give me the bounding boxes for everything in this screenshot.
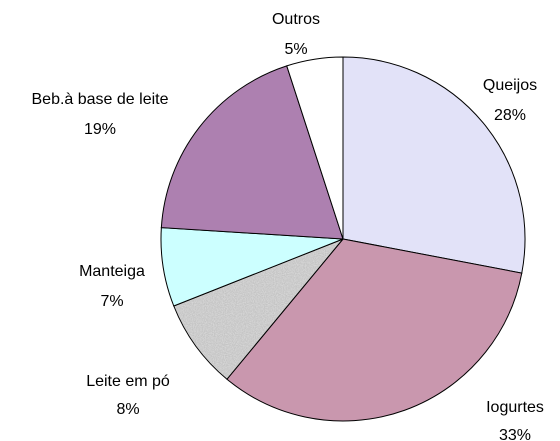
slice-label: Beb.à base de leite	[32, 91, 169, 108]
slice-value-label: 19%	[84, 121, 116, 138]
slice-value-label: 33%	[499, 427, 531, 441]
slice-label: Manteiga	[79, 263, 145, 280]
slice-label: Leite em pó	[86, 373, 170, 390]
slice-value-label: 5%	[284, 41, 307, 58]
slice-label: Iogurtes	[486, 399, 544, 416]
pie-slice	[173, 238, 344, 380]
slice-label: Queijos	[483, 77, 537, 94]
slice-value-label: 8%	[116, 401, 139, 418]
slice-value-label: 7%	[100, 293, 123, 310]
slice-value-label: 28%	[494, 107, 526, 124]
slice-label: Outros	[272, 11, 320, 28]
pie-slice	[286, 56, 344, 240]
pie-slice	[160, 65, 344, 240]
pie-slice	[342, 56, 526, 274]
pie-slice	[226, 238, 523, 422]
